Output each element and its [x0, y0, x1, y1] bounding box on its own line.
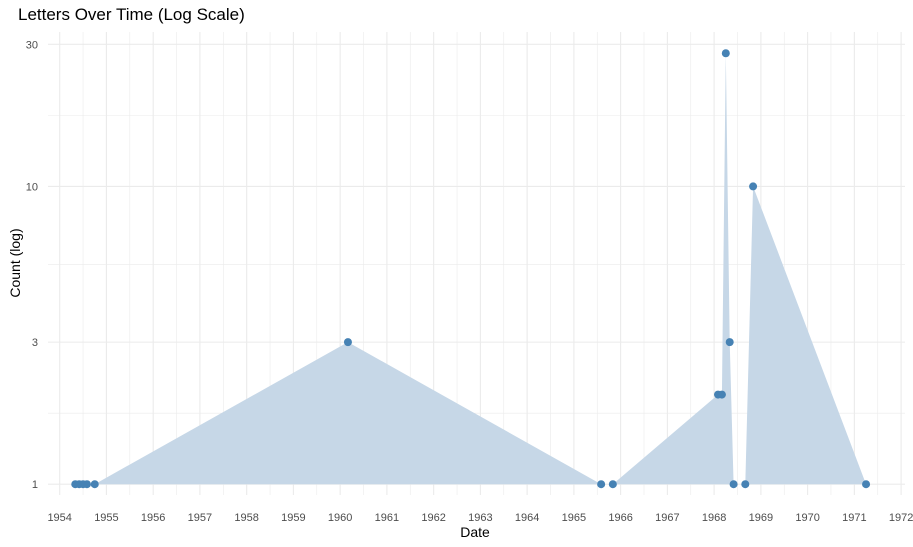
data-point [729, 480, 738, 489]
x-tick-label: 1964 [515, 512, 539, 524]
x-tick-label: 1962 [421, 512, 445, 524]
x-tick-label: 1963 [468, 512, 492, 524]
x-tick-label: 1955 [94, 512, 118, 524]
x-tick-label: 1959 [281, 512, 305, 524]
data-point [725, 338, 734, 347]
x-tick-label: 1965 [562, 512, 586, 524]
x-axis-title: Date [460, 524, 490, 540]
data-point [82, 480, 91, 489]
x-tick-label: 1972 [889, 512, 913, 524]
y-tick-label: 30 [26, 39, 38, 51]
data-point [741, 480, 750, 489]
x-tick-label: 1970 [795, 512, 819, 524]
x-tick-label: 1969 [749, 512, 773, 524]
data-point [90, 480, 99, 489]
data-point [862, 480, 871, 489]
x-tick-label: 1966 [608, 512, 632, 524]
x-tick-label: 1961 [375, 512, 399, 524]
x-tick-label: 1958 [234, 512, 258, 524]
x-tick-label: 1967 [655, 512, 679, 524]
data-point [597, 480, 606, 489]
area-fill [75, 53, 867, 485]
x-tick-label: 1957 [188, 512, 212, 524]
area-layer [75, 53, 867, 485]
grid [48, 32, 905, 495]
x-tick-label: 1960 [328, 512, 352, 524]
data-point [721, 49, 730, 58]
chart-title: Letters Over Time (Log Scale) [18, 5, 245, 24]
y-axis-title: Count (log) [7, 228, 23, 297]
axes: 1954 1955 1956 1957 1958 1959 1960 1961 1962 1963… [26, 39, 913, 524]
x-tick-label: 1971 [842, 512, 866, 524]
data-point [749, 182, 758, 191]
data-point [608, 480, 617, 489]
y-tick-label: 10 [26, 181, 38, 193]
x-tick-label: 1968 [702, 512, 726, 524]
data-point [343, 338, 352, 347]
x-tick-label: 1956 [141, 512, 165, 524]
data-point [717, 390, 726, 399]
y-tick-label: 1 [32, 479, 38, 491]
y-tick-label: 3 [32, 337, 38, 349]
x-tick-label: 1954 [47, 512, 71, 524]
points-layer [71, 49, 871, 489]
